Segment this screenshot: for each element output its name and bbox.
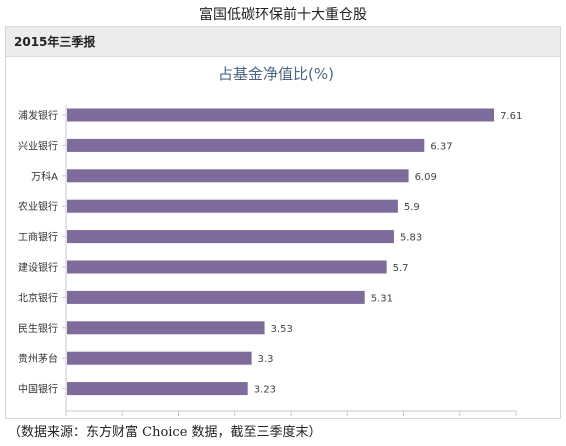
bar [67, 382, 248, 396]
bar [67, 260, 387, 274]
bar [67, 351, 252, 365]
value-label: 6.37 [430, 141, 452, 152]
bar [67, 321, 265, 335]
value-label: 3.53 [271, 324, 293, 335]
category-label: 建设银行 [18, 261, 58, 274]
period-label: 2015年三季报 [14, 35, 96, 49]
page-title: 富国低碳环保前十大重仓股 [199, 7, 367, 23]
category-label: 北京银行 [18, 291, 58, 304]
value-label: 3.23 [254, 385, 276, 396]
category-label: 兴业银行 [18, 139, 58, 152]
bar [67, 138, 425, 152]
value-label: 6.09 [415, 172, 437, 183]
value-label: 5.31 [371, 293, 393, 304]
source-note: （数据来源：东方财富 Choice 数据，截至三季度末） [8, 425, 322, 440]
value-label: 5.83 [400, 233, 422, 244]
category-label: 工商银行 [18, 231, 58, 244]
category-label: 中国银行 [18, 383, 58, 396]
category-label: 农业银行 [18, 200, 58, 213]
category-label: 万科A [31, 170, 58, 183]
value-label: 5.7 [393, 263, 409, 274]
category-label: 民生银行 [18, 322, 58, 335]
bar [67, 199, 398, 213]
chart-panel: 2015年三季报 占基金净值比(%) 012345678浦发银行7.61兴业银行… [5, 26, 561, 419]
bar [67, 169, 409, 183]
bar [67, 290, 365, 304]
bar-chart: 占基金净值比(%) 012345678浦发银行7.61兴业银行6.37万科A6.… [18, 65, 522, 416]
value-label: 7.61 [500, 111, 522, 122]
bar [67, 108, 495, 122]
chart-title: 占基金净值比(%) [218, 65, 334, 83]
category-label: 贵州茅台 [18, 352, 58, 365]
category-label: 浦发银行 [18, 109, 58, 122]
value-label: 3.3 [258, 354, 274, 365]
bar [67, 230, 394, 244]
panel-header: 2015年三季报 [6, 27, 560, 57]
value-label: 5.9 [404, 202, 420, 213]
